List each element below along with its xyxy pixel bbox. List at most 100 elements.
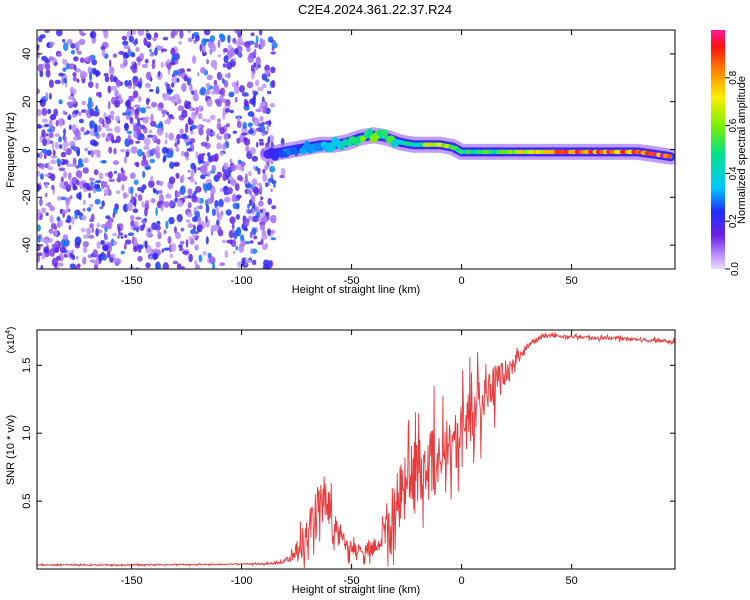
noise-speckle (119, 94, 122, 102)
noise-speckle (176, 214, 183, 223)
noise-speckle (215, 205, 219, 214)
noise-speckle (92, 181, 96, 185)
noise-speckle (177, 139, 180, 145)
noise-speckle (90, 129, 95, 137)
noise-speckle (244, 41, 251, 48)
noise-speckle (39, 34, 46, 39)
noise-speckle (155, 241, 161, 248)
noise-speckle (132, 90, 139, 99)
noise-speckle (166, 88, 174, 93)
noise-speckle (224, 108, 230, 113)
noise-speckle (50, 155, 58, 159)
noise-speckle (59, 144, 63, 150)
noise-speckle (271, 205, 277, 210)
noise-speckle (211, 208, 216, 217)
noise-speckle (88, 192, 91, 199)
noise-speckle (192, 55, 197, 64)
noise-speckle (251, 215, 259, 223)
noise-speckle (44, 182, 49, 189)
noise-speckle (191, 111, 197, 120)
noise-speckle (126, 108, 131, 113)
noise-speckle (223, 80, 229, 88)
noise-speckle (137, 194, 143, 202)
noise-speckle (251, 194, 256, 200)
noise-speckle (257, 182, 263, 187)
noise-speckle (77, 50, 82, 55)
noise-speckle (181, 83, 187, 92)
noise-speckle (146, 44, 150, 48)
noise-speckle (76, 179, 80, 186)
noise-speckle (101, 253, 107, 261)
noise-speckle (162, 114, 165, 118)
noise-speckle (259, 128, 262, 133)
noise-speckle (71, 216, 75, 225)
noise-speckle (69, 195, 73, 200)
noise-speckle (200, 67, 206, 74)
noise-speckle (91, 227, 94, 233)
x-tick-label: 0 (459, 575, 465, 587)
noise-speckle (157, 220, 160, 224)
noise-speckle (37, 254, 41, 263)
noise-speckle (118, 51, 125, 55)
noise-speckle (264, 69, 271, 76)
noise-speckle (158, 193, 164, 203)
noise-speckle (259, 37, 263, 46)
noise-speckle (204, 38, 210, 42)
noise-speckle (143, 145, 150, 150)
noise-speckle (198, 159, 205, 164)
noise-speckle (82, 167, 89, 174)
x-tick-label: -150 (121, 575, 143, 587)
noise-speckle (254, 116, 258, 124)
noise-speckle (82, 241, 89, 248)
noise-speckle (95, 70, 98, 78)
noise-speckle (176, 133, 181, 140)
noise-speckle (196, 72, 200, 77)
noise-speckle (114, 89, 119, 98)
noise-speckle (144, 165, 152, 170)
noise-speckle (95, 82, 99, 90)
noise-speckle (236, 194, 242, 199)
noise-speckle (123, 243, 127, 250)
noise-speckle (199, 165, 206, 174)
noise-speckle (108, 171, 113, 179)
noise-speckle (249, 98, 256, 105)
noise-speckle (202, 118, 206, 122)
noise-speckle (184, 103, 191, 110)
noise-speckle (108, 178, 115, 183)
noise-speckle (145, 97, 150, 106)
noise-speckle (161, 109, 168, 115)
noise-speckle (76, 78, 80, 83)
noise-speckle (113, 147, 117, 155)
noise-speckle (192, 93, 199, 102)
noise-speckle (270, 66, 276, 74)
noise-speckle (49, 41, 53, 49)
noise-speckle (41, 107, 48, 116)
noise-speckle (158, 264, 162, 269)
noise-speckle (265, 182, 269, 188)
noise-speckle (55, 133, 61, 137)
x-tick-label: 50 (565, 575, 577, 587)
noise-speckle (222, 143, 227, 151)
noise-speckle (144, 82, 151, 87)
noise-speckle (62, 110, 66, 115)
noise-speckle (48, 132, 54, 139)
noise-speckle (236, 174, 243, 181)
noise-speckle (66, 163, 73, 168)
noise-speckle (46, 128, 53, 133)
noise-speckle (254, 42, 259, 49)
noise-speckle (172, 260, 179, 265)
noise-speckle (130, 146, 138, 154)
noise-speckle (223, 55, 229, 64)
noise-speckle (135, 216, 142, 220)
noise-speckle (37, 44, 40, 52)
noise-speckle (78, 118, 84, 124)
x-tick-label: -50 (344, 275, 360, 287)
noise-speckle (87, 66, 92, 74)
noise-speckle (89, 177, 95, 182)
snr-series (37, 332, 675, 569)
noise-speckle (267, 228, 271, 236)
noise-speckle (90, 149, 95, 158)
noise-speckle (165, 193, 172, 199)
noise-speckle (200, 141, 208, 147)
noise-speckle (259, 30, 263, 36)
